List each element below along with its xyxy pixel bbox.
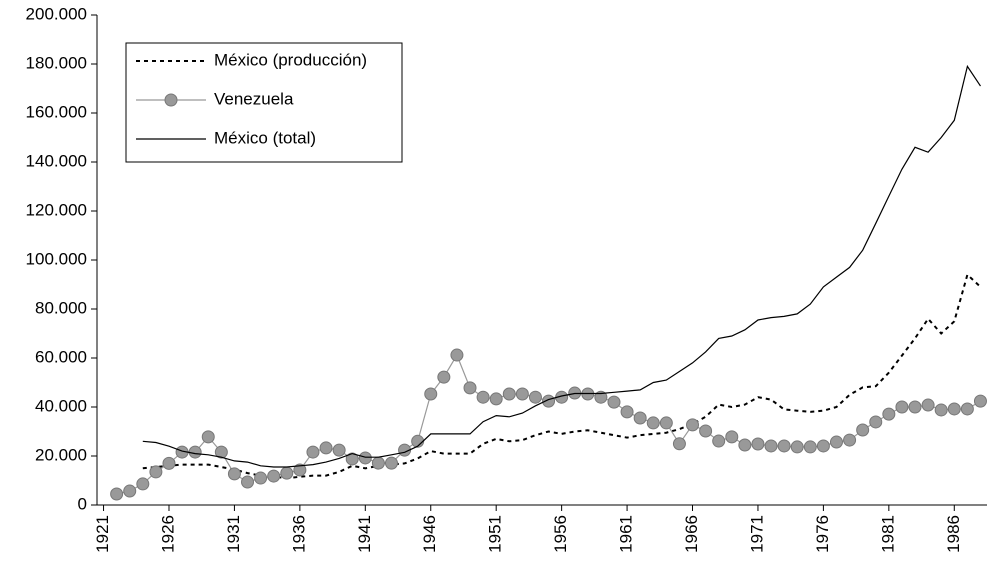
legend-marker [164,93,178,107]
series-marker [934,403,948,417]
x-tick-label: 1961 [617,515,636,553]
x-tick-label: 1931 [224,515,243,553]
y-tick-label: 80.000 [35,298,87,317]
series-marker [254,471,268,485]
series-marker [882,407,896,421]
y-tick-label: 20.000 [35,445,87,464]
series-marker [201,430,215,444]
series-marker [829,435,843,449]
series-marker [293,463,307,477]
series-marker [908,400,922,414]
series-marker [725,430,739,444]
x-tick-label: 1926 [158,515,177,553]
series-marker [319,441,333,455]
series-marker [686,418,700,432]
series-marker [502,387,516,401]
series-marker [895,400,909,414]
series-marker [856,423,870,437]
series-marker [659,416,673,430]
series-marker [738,438,752,452]
series-marker [214,445,228,459]
x-tick-label: 1956 [551,515,570,553]
series-marker [110,487,124,501]
series-marker [620,405,634,419]
series-marker [869,415,883,429]
series-marker [699,424,713,438]
series-marker [358,451,372,465]
series-marker [542,394,556,408]
series-marker [450,348,464,362]
series-marker [489,392,503,406]
series-marker [123,484,137,498]
y-tick-label: 100.000 [26,249,87,268]
series-line [142,64,981,468]
y-tick-label: 0 [78,494,87,513]
series-marker [777,439,791,453]
series-marker [973,394,987,408]
series-marker [921,398,935,412]
y-tick-label: 160.000 [26,102,87,121]
x-tick-label: 1981 [878,515,897,553]
series-marker [463,381,477,395]
series-marker [764,439,778,453]
series-marker [633,411,647,425]
x-tick-label: 1971 [747,515,766,553]
x-tick-label: 1976 [813,515,832,553]
series-marker [515,387,529,401]
series-marker [371,456,385,470]
y-tick-label: 180.000 [26,53,87,72]
legend-label: México (total) [214,128,316,147]
x-tick-label: 1946 [420,515,439,553]
series-marker [607,395,621,409]
series-marker [188,445,202,459]
series-marker [751,437,765,451]
series-marker [947,402,961,416]
series-marker [712,434,726,448]
series-marker [384,456,398,470]
x-tick-label: 1936 [289,515,308,553]
series-marker [960,402,974,416]
y-tick-label: 200.000 [26,4,87,23]
legend-label: México (producción) [214,50,367,69]
series-marker [241,475,255,489]
x-tick-label: 1951 [486,515,505,553]
series-marker [646,416,660,430]
series-marker [437,370,451,384]
series-marker [306,445,320,459]
x-tick-label: 1921 [93,515,112,553]
series-marker [345,452,359,466]
y-tick-label: 120.000 [26,200,87,219]
series-marker [476,390,490,404]
series-marker [790,440,804,454]
series-marker [528,390,542,404]
series-line [142,272,982,480]
series-marker [267,469,281,483]
y-tick-label: 60.000 [35,347,87,366]
legend-label: Venezuela [214,89,294,108]
y-tick-label: 140.000 [26,151,87,170]
x-tick-label: 1966 [682,515,701,553]
series-marker [816,439,830,453]
series-marker [332,443,346,457]
series-marker [594,390,608,404]
series-marker [803,440,817,454]
series-marker [227,467,241,481]
series-marker [672,437,686,451]
series-marker [280,466,294,480]
series-marker [424,387,438,401]
x-tick-label: 1986 [944,515,963,553]
series-marker [843,433,857,447]
series-marker [149,465,163,479]
series-marker [162,456,176,470]
series-marker [136,477,150,491]
x-tick-label: 1941 [355,515,374,553]
y-tick-label: 40.000 [35,396,87,415]
